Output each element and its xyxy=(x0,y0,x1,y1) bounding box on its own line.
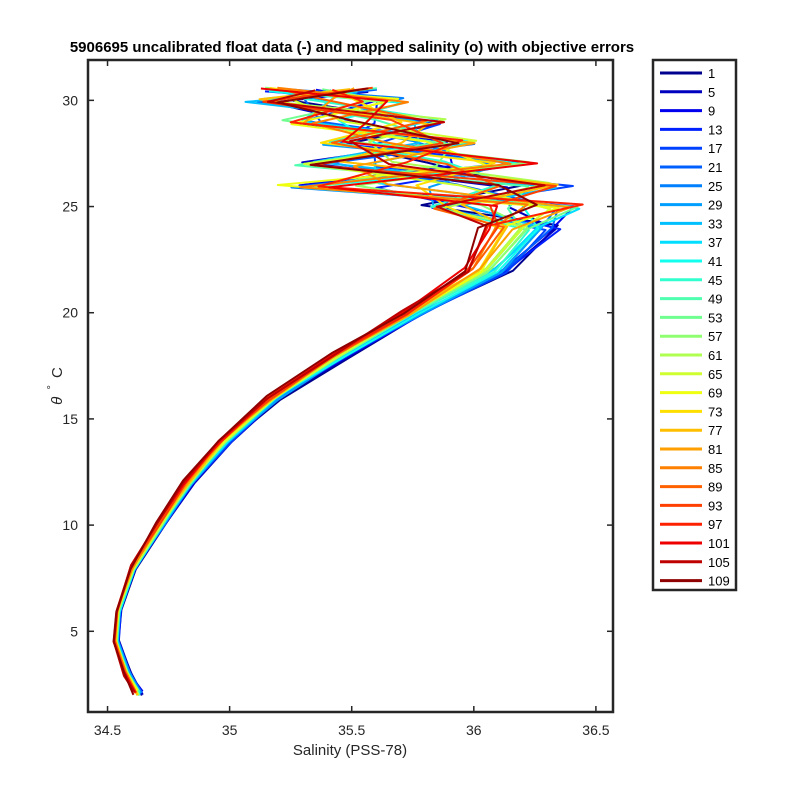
legend-label-5: 5 xyxy=(708,85,715,100)
legend-label-49: 49 xyxy=(708,292,722,307)
legend-label-1: 1 xyxy=(708,66,715,81)
y-tick-label: 10 xyxy=(62,517,78,533)
legend-label-73: 73 xyxy=(708,404,722,419)
x-tick-label: 34.5 xyxy=(94,722,121,738)
y-tick-label: 15 xyxy=(62,411,78,427)
legend-label-77: 77 xyxy=(708,423,722,438)
legend-label-101: 101 xyxy=(708,536,730,551)
legend-label-65: 65 xyxy=(708,367,722,382)
legend-label-41: 41 xyxy=(708,254,722,269)
legend-label-57: 57 xyxy=(708,329,722,344)
legend-label-61: 61 xyxy=(708,348,722,363)
legend-label-105: 105 xyxy=(708,555,730,570)
x-tick-label: 36.5 xyxy=(582,722,609,738)
x-tick-label: 36 xyxy=(466,722,482,738)
legend-label-21: 21 xyxy=(708,160,722,175)
y-axis-label-degree: ° xyxy=(46,385,58,389)
legend-label-109: 109 xyxy=(708,574,730,589)
legend-label-33: 33 xyxy=(708,216,722,231)
x-tick-label: 35 xyxy=(222,722,238,738)
legend-label-93: 93 xyxy=(708,498,722,513)
legend-label-9: 9 xyxy=(708,104,715,119)
series-layer xyxy=(112,86,584,696)
legend-label-85: 85 xyxy=(708,461,722,476)
y-tick-label: 5 xyxy=(70,623,78,639)
y-tick-label: 20 xyxy=(62,305,78,321)
x-tick-label: 35.5 xyxy=(338,722,365,738)
y-tick-label: 25 xyxy=(62,199,78,215)
x-axis-label: Salinity (PSS-78) xyxy=(293,742,407,759)
legend-label-29: 29 xyxy=(708,198,722,213)
svg-text:θ ° C: θ ° C xyxy=(42,367,66,405)
y-tick-label: 30 xyxy=(62,92,78,108)
ticks-layer: 34.5 35 35.5 36 36.5 5 10 15 20 25 30 xyxy=(62,60,613,738)
axes-box xyxy=(86,58,615,714)
legend-label-89: 89 xyxy=(708,480,722,495)
legend-label-69: 69 xyxy=(708,386,722,401)
legend-label-45: 45 xyxy=(708,273,722,288)
legend-label-81: 81 xyxy=(708,442,722,457)
legend-label-13: 13 xyxy=(708,122,722,137)
legend-label-25: 25 xyxy=(708,179,722,194)
chart-title: 5906695 uncalibrated float data (-) and … xyxy=(70,39,634,56)
legend-label-17: 17 xyxy=(708,141,722,156)
legend-label-53: 53 xyxy=(708,310,722,325)
legend-box xyxy=(651,58,738,592)
y-axis-label-unit: C xyxy=(49,367,66,378)
legend-label-97: 97 xyxy=(708,517,722,532)
y-axis-label: θ ° C xyxy=(42,367,66,405)
y-axis-label-symbol: θ xyxy=(49,397,66,405)
legend-label-37: 37 xyxy=(708,235,722,250)
profile-line-109 xyxy=(112,87,538,696)
legend: 1 5 9 13 17 21 25 29 33 37 41 45 49 53 57 61 65 69 73 77 81 8… xyxy=(660,66,730,589)
